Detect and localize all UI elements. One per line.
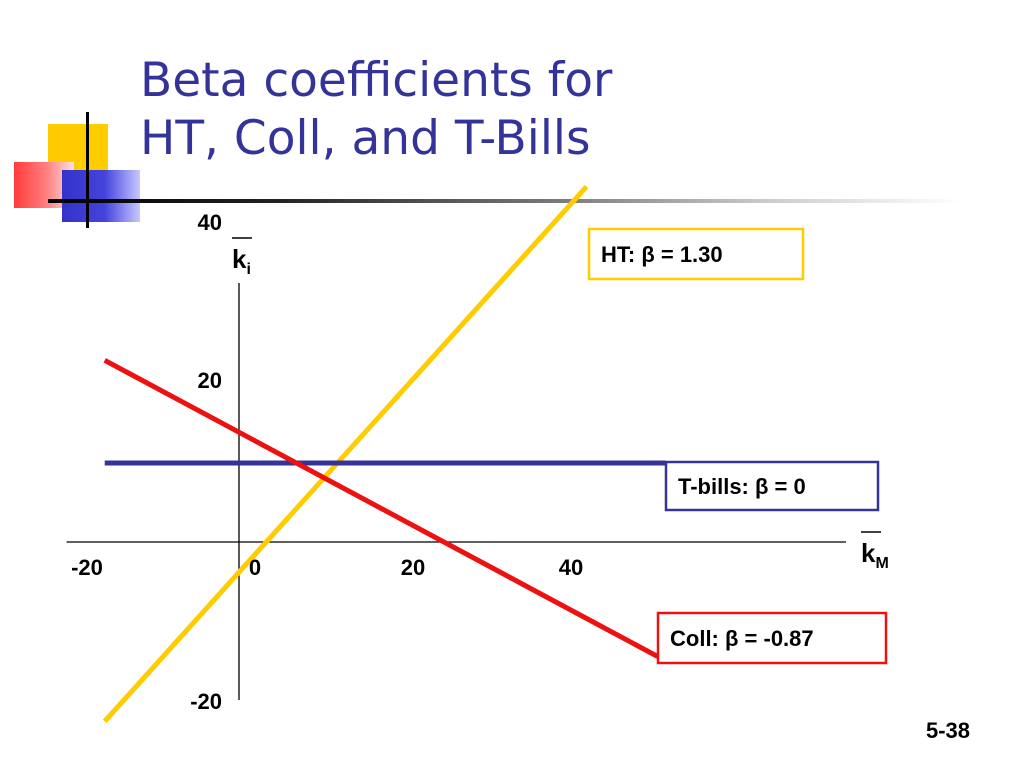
y-tick-label: 20	[198, 368, 222, 393]
x-axis-label: kM	[861, 538, 889, 572]
y-tick-label: -20	[190, 689, 222, 714]
slide-title-line-2: HT, Coll, and T-Bills	[140, 111, 591, 166]
slide-title-line-1: Beta coefficients for	[140, 53, 613, 108]
slide-title: Beta coefficients for HT, Coll, and T-Bi…	[140, 52, 612, 168]
title-underline-rule	[48, 199, 960, 203]
x-tick-label: 20	[401, 555, 425, 580]
series-label-ht: HT: β = 1.30	[601, 242, 723, 267]
y-axis-label: ki	[232, 244, 251, 278]
y-tick-label: 40	[198, 210, 222, 235]
series-label-box-coll	[656, 611, 888, 665]
x-tick-label: 40	[559, 555, 583, 580]
x-tick-label: 0	[249, 555, 261, 580]
series-label-box-tbills	[664, 460, 880, 512]
page-number: 5-38	[925, 718, 970, 743]
series-label-box-ht	[587, 227, 805, 281]
series-line-ht	[102, 184, 589, 724]
series-line-coll	[103, 358, 659, 659]
series-label-coll: Coll: β = -0.87	[670, 626, 814, 651]
x-tick-label: -20	[71, 555, 103, 580]
decor-blue-square	[62, 170, 140, 222]
series-label-tbills: T-bills: β = 0	[678, 474, 806, 499]
decor-vertical-rule	[86, 112, 89, 228]
